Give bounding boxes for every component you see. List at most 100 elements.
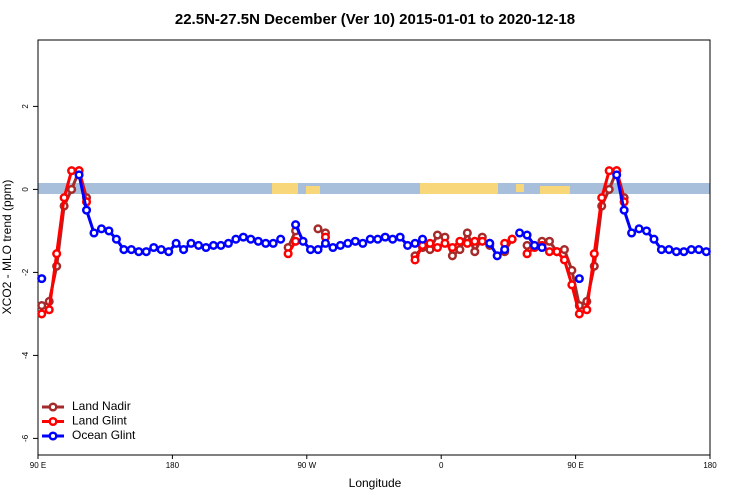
data-point	[589, 249, 599, 259]
data-point	[455, 236, 465, 246]
y-axis-label: XCO2 - MLO trend (ppm)	[0, 180, 14, 315]
data-point	[462, 238, 472, 248]
data-point	[134, 247, 144, 257]
data-point	[410, 238, 420, 248]
data-point	[81, 205, 92, 215]
data-point	[149, 242, 159, 253]
data-point	[447, 251, 457, 261]
data-point	[634, 224, 644, 234]
data-point	[291, 236, 301, 246]
data-point	[343, 238, 353, 248]
land-patch	[516, 184, 524, 192]
data-point	[462, 228, 472, 238]
plot-frame	[37, 39, 711, 456]
data-point	[574, 309, 584, 319]
legend-label: Ocean Glint	[72, 428, 136, 442]
data-point	[559, 245, 569, 255]
data-point	[567, 280, 577, 290]
data-point	[455, 245, 465, 255]
data-point	[417, 234, 428, 244]
data-point	[283, 249, 293, 259]
data-point	[328, 242, 338, 253]
data-point	[485, 238, 495, 248]
data-point	[59, 193, 69, 203]
legend-label: Land Glint	[72, 414, 127, 428]
data-point	[291, 220, 301, 230]
data-point	[627, 228, 637, 238]
data-point	[597, 193, 607, 203]
data-point	[253, 236, 263, 246]
y-tick-label: -6	[21, 434, 30, 442]
data-point	[67, 166, 77, 176]
data-point	[268, 238, 278, 248]
data-point	[612, 170, 622, 180]
data-point	[305, 245, 316, 255]
data-point	[216, 240, 226, 250]
data-point	[156, 245, 166, 255]
data-point	[582, 305, 592, 315]
y-tick-label: -4	[21, 351, 30, 359]
data-point	[313, 224, 323, 234]
data-point	[126, 245, 136, 255]
data-point	[37, 274, 47, 284]
data-point	[500, 245, 510, 255]
legend-marker	[48, 416, 58, 427]
data-point	[507, 234, 517, 244]
data-point	[432, 230, 443, 240]
data-point	[641, 226, 652, 236]
x-tick-label: 180	[166, 461, 180, 470]
y-tick-label: -2	[21, 268, 30, 276]
data-point	[164, 247, 174, 257]
data-point	[37, 301, 47, 311]
data-point	[522, 240, 532, 250]
data-point	[67, 184, 77, 194]
data-point	[74, 170, 84, 180]
data-point	[425, 238, 435, 248]
y-tick-label: 0	[21, 187, 30, 192]
x-tick-label: 90 E	[30, 461, 46, 470]
data-point	[89, 228, 99, 238]
data-point	[410, 255, 420, 265]
data-point	[515, 228, 525, 238]
x-tick-label: 180	[703, 461, 717, 470]
data-point	[96, 224, 107, 234]
data-point	[380, 232, 390, 242]
data-point	[395, 232, 405, 242]
data-point	[477, 236, 487, 246]
data-point	[522, 249, 532, 259]
data-point	[388, 234, 398, 244]
data-point	[619, 205, 629, 215]
data-point	[604, 184, 614, 194]
data-point	[298, 236, 308, 246]
land-patch	[540, 186, 570, 194]
data-point	[223, 238, 233, 248]
data-point	[44, 305, 54, 315]
data-point	[559, 255, 569, 265]
land-patch	[420, 183, 498, 194]
data-point	[320, 238, 331, 248]
chart-title: 22.5N-27.5N December (Ver 10) 2015-01-01…	[175, 11, 575, 28]
data-point	[373, 234, 383, 244]
data-point	[522, 230, 532, 240]
legend-label: Land Nadir	[72, 399, 131, 413]
data-point	[403, 240, 413, 250]
ocean-strip	[38, 183, 710, 194]
land-patch	[306, 186, 320, 194]
data-point	[276, 234, 286, 244]
data-point	[358, 238, 368, 248]
data-point	[701, 247, 711, 257]
data-point	[171, 238, 181, 248]
data-point	[350, 236, 360, 246]
data-point	[447, 242, 457, 253]
data-point	[679, 247, 689, 257]
data-point	[671, 247, 681, 257]
data-point	[231, 234, 241, 244]
data-point	[440, 238, 450, 248]
map-strip	[38, 183, 710, 194]
data-point	[365, 234, 375, 244]
legend-marker	[48, 431, 58, 441]
data-point	[186, 238, 196, 248]
data-point	[664, 245, 674, 255]
